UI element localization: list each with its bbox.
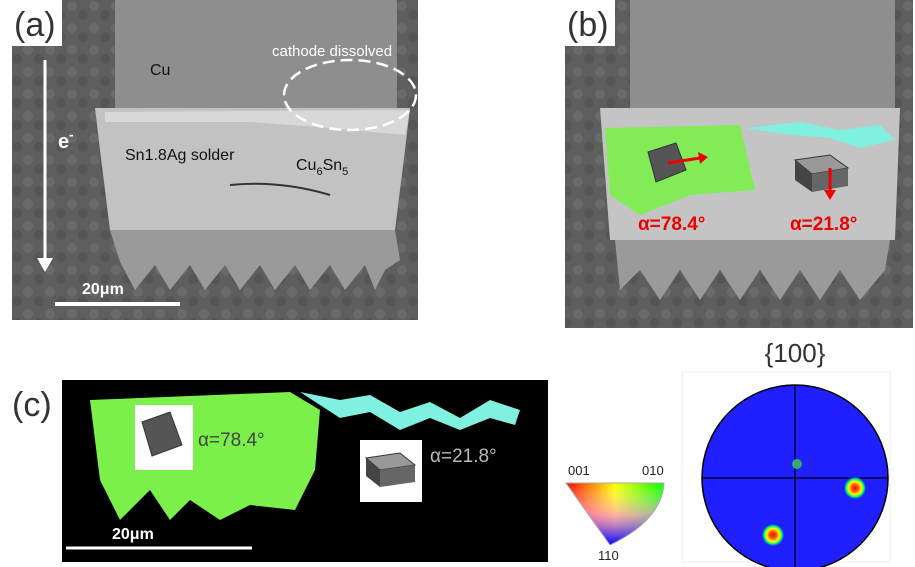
pole-spot [792, 459, 802, 469]
cu-label: Cu [150, 62, 170, 79]
angle-label: α=78.4° [638, 214, 705, 235]
pole-figure: {100} [682, 338, 890, 567]
panel-label: (b) [567, 6, 609, 44]
panel-label: (a) [14, 6, 56, 44]
solder-label: Sn1.8Ag solder [125, 147, 235, 164]
cathode-label: cathode dissolved [272, 43, 392, 60]
pole-spot [762, 524, 784, 546]
pole-title: {100} [765, 338, 826, 368]
angle-label: α=21.8° [790, 214, 857, 235]
panel-label: (c) [12, 386, 52, 424]
cu-block [630, 0, 895, 108]
scale-label: 20μm [112, 526, 154, 543]
electron-base: e [58, 131, 69, 153]
ipf-corner: 001 [568, 463, 590, 478]
panel-b: (b) α=78.4° α=21.8° [565, 0, 913, 328]
panel-a: (a) Cu cathode dissolved e- Sn1.8Ag sold… [12, 0, 418, 320]
figure: (a) Cu cathode dissolved e- Sn1.8Ag sold… [0, 0, 915, 567]
imc-part: Cu [296, 157, 316, 174]
angle-label: α=21.8° [430, 446, 497, 467]
imc-part: Sn [323, 157, 343, 174]
angle-label: α=78.4° [198, 430, 265, 451]
ipf-corner: 010 [642, 463, 664, 478]
ipf-corner: 110 [598, 548, 619, 563]
ipf-overlay [566, 483, 664, 545]
ipf-key: 001 010 110 [566, 463, 664, 563]
panel-c: (c) α=78.4° α=21.8° 20μm [12, 380, 548, 562]
imc-part: 5 [342, 166, 348, 178]
pole-spot [844, 477, 866, 499]
green-grain [90, 392, 320, 520]
electron-sup: - [69, 127, 73, 142]
scale-label: 20μm [82, 281, 124, 298]
